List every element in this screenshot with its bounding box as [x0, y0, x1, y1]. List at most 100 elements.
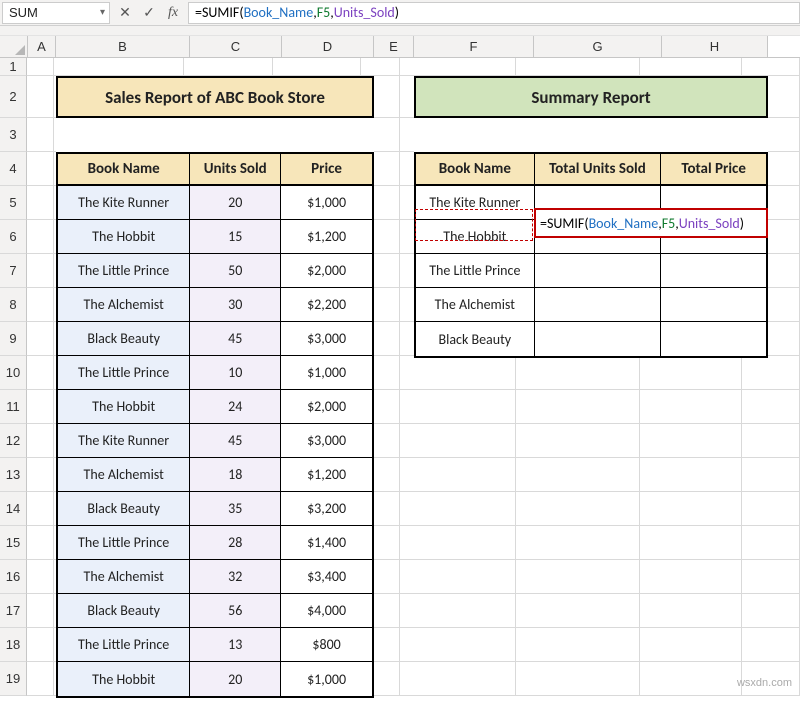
cell[interactable]	[640, 662, 742, 696]
cell[interactable]	[400, 58, 516, 76]
col-header-F[interactable]: F	[414, 36, 534, 57]
col-header-B[interactable]: B	[56, 36, 190, 57]
cell[interactable]	[27, 560, 54, 594]
sales-cell[interactable]: 20	[190, 662, 281, 696]
sales-cell[interactable]: 15	[190, 220, 281, 253]
col-header-G[interactable]: G	[534, 36, 662, 57]
sales-cell[interactable]: The Kite Runner	[58, 186, 190, 219]
cell[interactable]	[742, 628, 800, 662]
row-header[interactable]: 14	[0, 492, 27, 526]
row-header[interactable]: 3	[0, 118, 27, 152]
summary-cell[interactable]: The Little Prince	[416, 254, 535, 287]
sales-cell[interactable]: $3,000	[281, 424, 372, 457]
cell[interactable]	[27, 526, 54, 560]
row-header[interactable]: 2	[0, 76, 27, 118]
sales-cell[interactable]: $2,000	[281, 254, 372, 287]
cell[interactable]	[640, 390, 742, 424]
sales-cell[interactable]: The Hobbit	[58, 390, 190, 423]
cell[interactable]	[400, 458, 516, 492]
formula-bar-input[interactable]: =SUMIF( Book_Name , F5 , Units_Sold )	[188, 2, 800, 24]
cell[interactable]	[516, 560, 640, 594]
cell[interactable]	[27, 186, 54, 220]
cell[interactable]	[516, 594, 640, 628]
row-header[interactable]: 17	[0, 594, 27, 628]
cell[interactable]	[361, 58, 400, 76]
sales-cell[interactable]: $2,000	[281, 390, 372, 423]
cell[interactable]	[640, 58, 742, 76]
sales-cell[interactable]: $2,200	[281, 288, 372, 321]
cell[interactable]	[640, 424, 742, 458]
sales-cell[interactable]: $4,000	[281, 594, 372, 627]
summary-cell[interactable]	[661, 254, 766, 287]
sales-cell[interactable]: 20	[190, 186, 281, 219]
sales-cell[interactable]: The Little Prince	[58, 356, 190, 389]
sales-cell[interactable]: $3,000	[281, 322, 372, 355]
summary-cell[interactable]	[535, 322, 662, 356]
cell[interactable]	[400, 628, 516, 662]
cell[interactable]	[184, 58, 273, 76]
cell[interactable]	[516, 458, 640, 492]
cell[interactable]	[516, 662, 640, 696]
cell[interactable]	[54, 58, 183, 76]
chevron-down-icon[interactable]: ▾	[100, 7, 105, 18]
sales-cell[interactable]: The Alchemist	[58, 458, 190, 491]
cell[interactable]	[400, 492, 516, 526]
sales-cell[interactable]: 56	[190, 594, 281, 627]
row-header[interactable]: 18	[0, 628, 27, 662]
sales-cell[interactable]: The Hobbit	[58, 662, 190, 696]
cell[interactable]	[516, 424, 640, 458]
cell[interactable]	[640, 356, 742, 390]
name-box[interactable]: SUM ▾	[2, 2, 110, 24]
sales-cell[interactable]: $800	[281, 628, 372, 661]
col-header-H[interactable]: H	[662, 36, 768, 57]
cell[interactable]	[742, 560, 800, 594]
cell[interactable]	[27, 220, 54, 254]
fx-icon[interactable]: fx	[162, 5, 184, 21]
cell[interactable]	[640, 560, 742, 594]
summary-cell[interactable]	[535, 254, 662, 287]
row-header[interactable]: 8	[0, 288, 27, 322]
sales-cell[interactable]: 45	[190, 322, 281, 355]
cell[interactable]	[640, 526, 742, 560]
sales-cell[interactable]: The Hobbit	[58, 220, 190, 253]
sales-cell[interactable]: The Alchemist	[58, 560, 190, 593]
row-header[interactable]: 13	[0, 458, 27, 492]
sales-cell[interactable]: $1,200	[281, 458, 372, 491]
cell[interactable]	[27, 594, 54, 628]
cell[interactable]	[640, 458, 742, 492]
sales-cell[interactable]: 28	[190, 526, 281, 559]
cell[interactable]	[516, 628, 640, 662]
sales-cell[interactable]: 13	[190, 628, 281, 661]
row-header[interactable]: 12	[0, 424, 27, 458]
cell[interactable]	[516, 526, 640, 560]
cell[interactable]	[400, 526, 516, 560]
sales-cell[interactable]: The Little Prince	[58, 526, 190, 559]
sales-cell[interactable]: 32	[190, 560, 281, 593]
sales-cell[interactable]: $1,000	[281, 662, 372, 696]
cell[interactable]	[742, 594, 800, 628]
sales-cell[interactable]: 45	[190, 424, 281, 457]
cell[interactable]	[27, 424, 54, 458]
confirm-icon[interactable]: ✓	[138, 4, 160, 21]
cell[interactable]	[742, 458, 800, 492]
cell[interactable]	[742, 526, 800, 560]
cell[interactable]	[400, 560, 516, 594]
active-cell-editor[interactable]: =SUMIF( Book_Name , F5 , Units_Sold )	[534, 208, 768, 238]
cell[interactable]	[516, 356, 640, 390]
cell[interactable]	[27, 322, 54, 356]
row-header[interactable]: 19	[0, 662, 27, 696]
cell[interactable]	[27, 492, 54, 526]
row-header[interactable]: 5	[0, 186, 27, 220]
row-header[interactable]: 4	[0, 152, 27, 186]
row-header[interactable]: 10	[0, 356, 27, 390]
cell[interactable]	[742, 58, 800, 76]
sales-cell[interactable]: 50	[190, 254, 281, 287]
summary-cell[interactable]	[535, 288, 662, 321]
cell[interactable]	[27, 458, 54, 492]
sales-cell[interactable]: The Little Prince	[58, 254, 190, 287]
cell[interactable]	[27, 356, 54, 390]
sales-cell[interactable]: $1,200	[281, 220, 372, 253]
summary-cell[interactable]: The Alchemist	[416, 288, 535, 321]
cell[interactable]	[27, 118, 54, 152]
sheet-area[interactable]: 12345678910111213141516171819 Sales Repo…	[0, 58, 800, 696]
